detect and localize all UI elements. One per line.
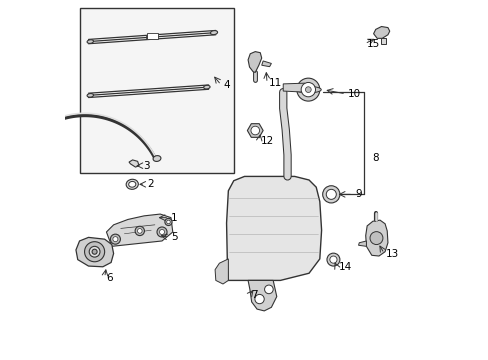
Polygon shape xyxy=(226,176,321,280)
Circle shape xyxy=(164,219,172,226)
Circle shape xyxy=(326,253,339,266)
Circle shape xyxy=(325,189,336,199)
Circle shape xyxy=(329,256,336,263)
Text: 3: 3 xyxy=(143,161,150,171)
Circle shape xyxy=(84,242,104,262)
Ellipse shape xyxy=(126,179,138,189)
Text: 11: 11 xyxy=(268,78,282,88)
Ellipse shape xyxy=(203,85,210,89)
Text: 4: 4 xyxy=(223,80,229,90)
Polygon shape xyxy=(215,259,228,284)
Circle shape xyxy=(264,285,273,294)
Circle shape xyxy=(254,294,264,304)
Text: 10: 10 xyxy=(347,89,360,99)
Bar xyxy=(80,8,233,173)
Ellipse shape xyxy=(87,94,93,97)
Ellipse shape xyxy=(87,40,93,44)
Ellipse shape xyxy=(295,86,321,93)
Polygon shape xyxy=(261,61,271,67)
Text: 5: 5 xyxy=(171,232,177,242)
Circle shape xyxy=(166,220,170,224)
Ellipse shape xyxy=(210,31,217,35)
Ellipse shape xyxy=(128,181,136,187)
Text: 13: 13 xyxy=(386,248,399,258)
Polygon shape xyxy=(247,280,276,311)
Text: 9: 9 xyxy=(354,189,361,199)
Circle shape xyxy=(113,237,118,242)
Circle shape xyxy=(301,82,315,97)
Polygon shape xyxy=(365,220,387,256)
Polygon shape xyxy=(106,214,172,246)
Circle shape xyxy=(305,87,310,93)
Polygon shape xyxy=(247,51,261,72)
Polygon shape xyxy=(373,27,389,39)
Text: 8: 8 xyxy=(371,153,378,163)
Circle shape xyxy=(110,234,120,244)
Circle shape xyxy=(135,226,144,235)
Polygon shape xyxy=(129,160,139,167)
Circle shape xyxy=(157,227,167,237)
Polygon shape xyxy=(247,124,263,138)
Circle shape xyxy=(250,126,259,135)
Circle shape xyxy=(296,78,319,101)
Polygon shape xyxy=(76,237,113,267)
Text: 14: 14 xyxy=(338,262,351,272)
Bar xyxy=(147,33,158,39)
Polygon shape xyxy=(358,241,366,246)
Circle shape xyxy=(159,229,164,234)
Polygon shape xyxy=(380,39,386,44)
Circle shape xyxy=(45,119,56,130)
Text: 1: 1 xyxy=(171,213,177,222)
Circle shape xyxy=(369,231,382,244)
Circle shape xyxy=(322,186,339,203)
Ellipse shape xyxy=(153,156,161,161)
Text: 7: 7 xyxy=(250,291,257,301)
Text: 6: 6 xyxy=(106,273,113,283)
Text: 15: 15 xyxy=(366,39,379,49)
Text: 12: 12 xyxy=(261,136,274,145)
Circle shape xyxy=(89,246,100,257)
Circle shape xyxy=(92,249,97,254)
Circle shape xyxy=(137,229,142,233)
Text: 2: 2 xyxy=(147,179,153,189)
Polygon shape xyxy=(283,83,306,92)
